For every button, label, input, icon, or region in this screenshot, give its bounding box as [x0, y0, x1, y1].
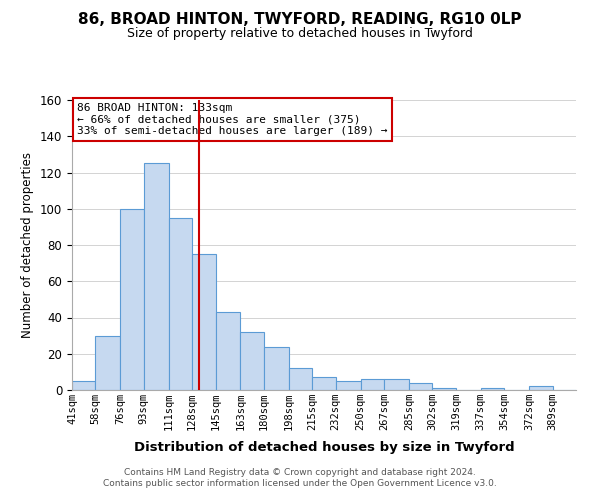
- Bar: [481, 388, 504, 390]
- Y-axis label: Number of detached properties: Number of detached properties: [22, 152, 34, 338]
- Bar: [529, 386, 553, 390]
- Bar: [72, 381, 95, 390]
- Bar: [169, 218, 192, 390]
- Text: 86, BROAD HINTON, TWYFORD, READING, RG10 0LP: 86, BROAD HINTON, TWYFORD, READING, RG10…: [78, 12, 522, 28]
- Bar: [384, 379, 409, 390]
- Bar: [289, 368, 312, 390]
- X-axis label: Distribution of detached houses by size in Twyford: Distribution of detached houses by size …: [134, 442, 514, 454]
- Bar: [312, 378, 336, 390]
- Bar: [336, 381, 361, 390]
- Text: Contains HM Land Registry data © Crown copyright and database right 2024.
Contai: Contains HM Land Registry data © Crown c…: [103, 468, 497, 487]
- Bar: [361, 379, 384, 390]
- Bar: [192, 254, 215, 390]
- Bar: [433, 388, 456, 390]
- Text: Size of property relative to detached houses in Twyford: Size of property relative to detached ho…: [127, 28, 473, 40]
- Bar: [215, 312, 241, 390]
- Bar: [241, 332, 264, 390]
- Bar: [121, 209, 144, 390]
- Text: 86 BROAD HINTON: 133sqm
← 66% of detached houses are smaller (375)
33% of semi-d: 86 BROAD HINTON: 133sqm ← 66% of detache…: [77, 103, 388, 136]
- Bar: [264, 346, 289, 390]
- Bar: [144, 164, 169, 390]
- Bar: [95, 336, 121, 390]
- Bar: [409, 383, 433, 390]
